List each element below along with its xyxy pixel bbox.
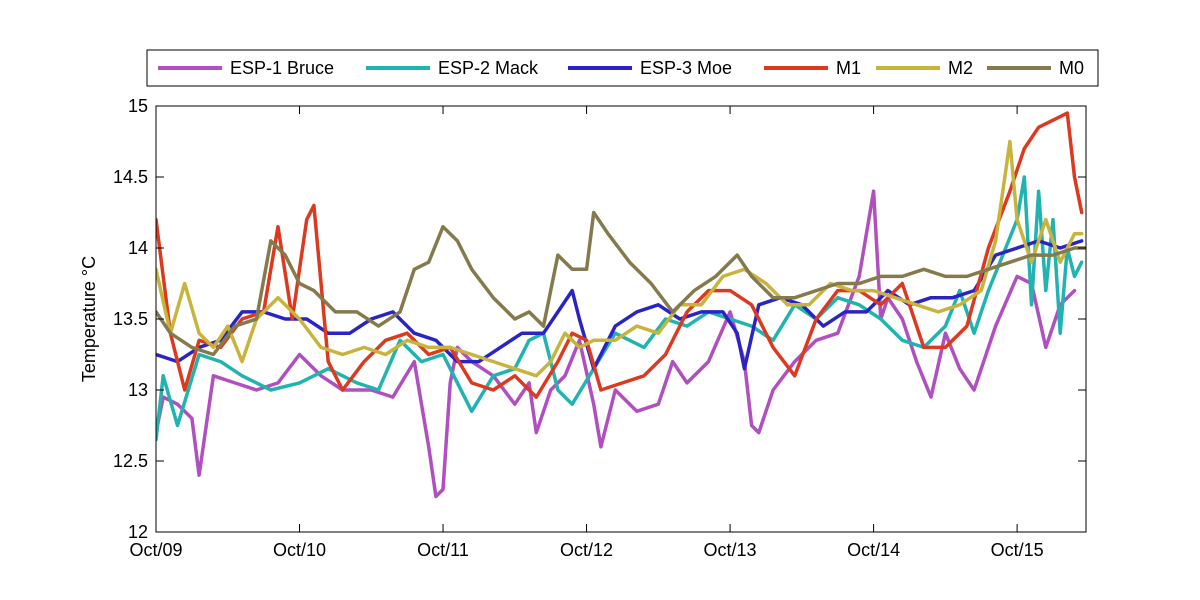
x-tick-label: Oct/15	[991, 540, 1044, 560]
series-line-m2	[156, 139, 1084, 378]
y-tick-label: 12.5	[113, 451, 148, 471]
x-tick-label: Oct/10	[273, 540, 326, 560]
legend-label: ESP-3 Moe	[640, 58, 732, 78]
series-line-esp-3-moe	[156, 239, 1084, 371]
y-tick-label: 13.5	[113, 309, 148, 329]
x-tick-label: Oct/09	[129, 540, 182, 560]
series-line-m0	[156, 210, 1086, 357]
series-line-m1	[156, 111, 1084, 399]
y-tick-label: 14	[128, 238, 148, 258]
x-tick-label: Oct/12	[560, 540, 613, 560]
series-line-esp-1-bruce	[156, 189, 1077, 499]
y-axis-label: Temperature °C	[79, 256, 99, 382]
legend: ESP-1 Bruce ESP-2 Mack ESP-3 Moe M1 M2 M0	[146, 49, 1099, 87]
legend-label: M0	[1059, 58, 1084, 78]
x-tick-label: Oct/11	[417, 540, 469, 560]
y-tick-label: 15	[128, 96, 148, 116]
y-tick-label: 12	[128, 522, 148, 542]
series-line-esp-2-mack	[156, 175, 1084, 442]
series-layer	[156, 111, 1086, 499]
legend-label: ESP-2 Mack	[438, 58, 539, 78]
legend-label: M1	[836, 58, 861, 78]
legend-label: M2	[948, 58, 973, 78]
axes: 12 12.5 13 13.5 14 14.5 15 Oct/09 Oct/10 Oct/11 Oc…	[113, 96, 1086, 560]
y-tick-label: 14.5	[113, 167, 148, 187]
y-tick-label: 13	[128, 380, 148, 400]
x-tick-label: Oct/13	[704, 540, 757, 560]
x-tick-label: Oct/14	[847, 540, 900, 560]
legend-label: ESP-1 Bruce	[230, 58, 334, 78]
